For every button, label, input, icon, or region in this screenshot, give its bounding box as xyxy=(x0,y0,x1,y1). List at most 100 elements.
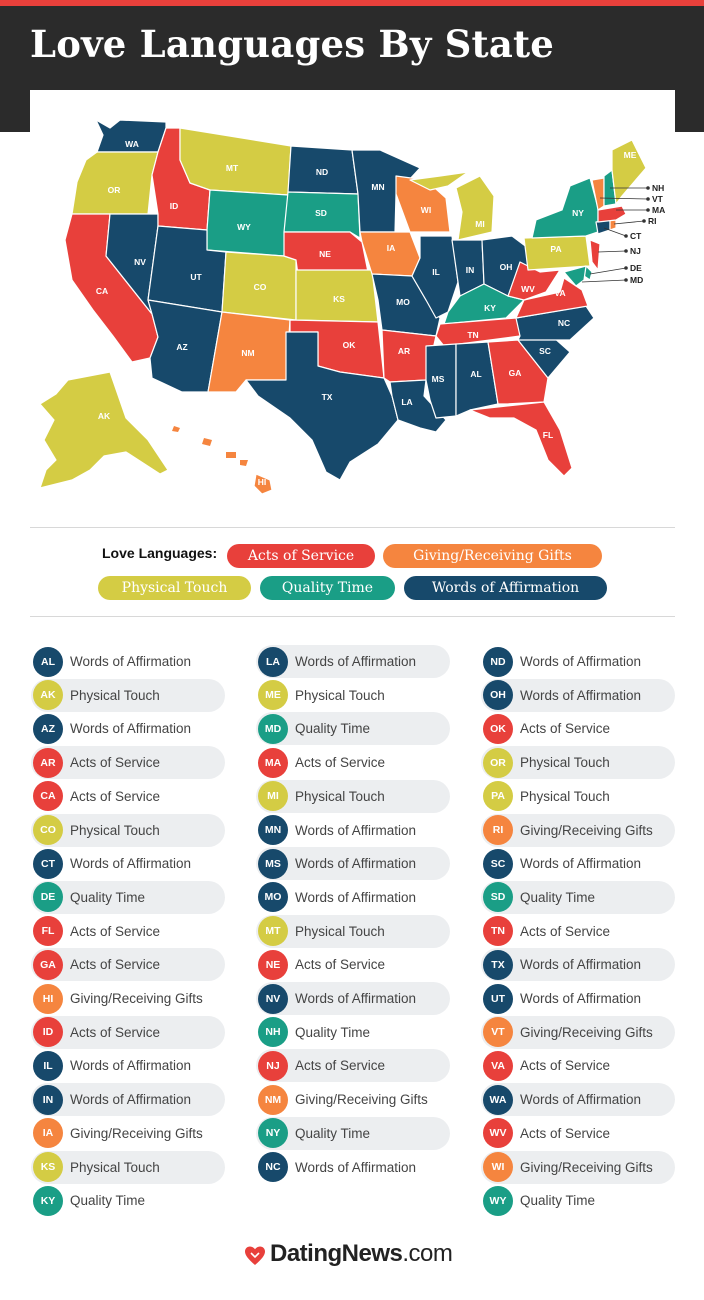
state-badge: ND xyxy=(483,646,513,677)
state-row-ok: OK Acts of Service xyxy=(481,712,675,745)
callout-label-ma: MA xyxy=(652,205,665,215)
state-badge: NJ xyxy=(258,1050,288,1081)
state-language: Physical Touch xyxy=(295,788,385,804)
state-language: Physical Touch xyxy=(295,923,385,939)
state-row-ky: KY Quality Time xyxy=(31,1184,225,1217)
state-badge: DE xyxy=(33,882,63,913)
brand-name: DatingNews.com xyxy=(270,1240,453,1268)
map-label-az: AZ xyxy=(176,342,187,352)
hawaii-island-1 xyxy=(172,426,180,432)
state-badge: PA xyxy=(483,781,513,812)
state-badge: NE xyxy=(258,949,288,980)
state-language: Words of Affirmation xyxy=(295,991,417,1006)
state-row-pa: PA Physical Touch xyxy=(481,780,675,813)
state-language: Acts of Service xyxy=(520,1058,611,1074)
state-row-oh: OH Words of Affirmation xyxy=(481,678,675,712)
map-label-ne: NE xyxy=(319,249,331,259)
state-row-wa: WA Words of Affirmation xyxy=(481,1083,675,1117)
state-row-de: DE Quality Time xyxy=(31,880,225,914)
state-row-me: ME Physical Touch xyxy=(256,679,450,712)
state-language: Acts of Service xyxy=(70,923,161,939)
map-label-oh: OH xyxy=(500,262,513,272)
map-label-ny: NY xyxy=(572,208,584,218)
state-badge: KS xyxy=(33,1152,63,1182)
state-language: Words of Affirmation xyxy=(70,856,192,872)
state-badge: WY xyxy=(483,1185,513,1216)
map-label-nd: ND xyxy=(316,167,328,177)
state-shape-fl xyxy=(469,401,573,477)
callout-label-ct: CT xyxy=(630,231,642,241)
state-language: Words of Affirmation xyxy=(295,889,417,905)
map-label-nm: NM xyxy=(241,348,254,358)
header-accent-bar xyxy=(0,0,704,6)
state-badge: OH xyxy=(483,680,513,711)
map-label-ia: IA xyxy=(387,243,396,253)
hawaii-island-4 xyxy=(240,460,248,466)
state-row-mn: MN Words of Affirmation xyxy=(256,814,450,847)
map-label-ks: KS xyxy=(333,294,345,304)
state-row-in: IN Words of Affirmation xyxy=(31,1083,225,1117)
state-row-ct: CT Words of Affirmation xyxy=(31,847,225,880)
state-badge: LA xyxy=(258,646,288,677)
state-shape-la xyxy=(389,379,447,433)
state-row-ca: CA Acts of Service xyxy=(31,780,225,813)
state-badge: SD xyxy=(483,882,513,913)
state-language: Words of Affirmation xyxy=(70,654,192,669)
state-shape-wv xyxy=(507,261,561,301)
state-shapes xyxy=(39,119,647,495)
state-language: Physical Touch xyxy=(520,788,610,804)
state-row-ma: MA Acts of Service xyxy=(256,746,450,779)
map-label-hi: HI xyxy=(258,477,267,487)
state-shape-ri xyxy=(609,219,617,231)
callout-line-ri xyxy=(613,220,645,225)
map-label-sd: SD xyxy=(315,208,327,218)
state-language: Words of Affirmation xyxy=(295,856,417,872)
state-badge: CO xyxy=(33,815,63,845)
state-language: Words of Affirmation xyxy=(295,654,417,669)
map-label-ky: KY xyxy=(484,303,496,313)
brand-word: DatingNews xyxy=(270,1240,403,1267)
legend-pill-touch: Physical Touch xyxy=(98,576,251,600)
callout-line-vt xyxy=(599,197,649,200)
state-row-al: AL Words of Affirmation xyxy=(31,645,225,678)
map-label-co: CO xyxy=(254,282,267,292)
state-language: Words of Affirmation xyxy=(520,991,642,1006)
callout-line-ct xyxy=(603,227,627,237)
state-language: Acts of Service xyxy=(70,1024,161,1040)
state-row-fl: FL Acts of Service xyxy=(31,915,225,948)
state-row-co: CO Physical Touch xyxy=(31,813,225,847)
state-shape-ma xyxy=(597,205,627,223)
legend-pill-time: Quality Time xyxy=(260,576,395,600)
state-row-mo: MO Words of Affirmation xyxy=(256,881,450,914)
state-row-ks: KS Physical Touch xyxy=(31,1150,225,1184)
state-badge: KY xyxy=(33,1185,63,1216)
map-label-ca: CA xyxy=(96,286,108,296)
state-language: Giving/Receiving Gifts xyxy=(520,822,653,838)
callout-line-nj xyxy=(597,250,627,253)
state-badge: IN xyxy=(33,1084,63,1115)
state-language: Words of Affirmation xyxy=(520,1092,642,1108)
state-row-wi: WI Giving/Receiving Gifts xyxy=(481,1150,675,1184)
state-row-nj: NJ Acts of Service xyxy=(256,1049,450,1083)
state-language: Acts of Service xyxy=(520,923,611,939)
state-badge: CT xyxy=(33,848,63,879)
map-label-il: IL xyxy=(432,267,440,277)
map-label-fl: FL xyxy=(543,430,553,440)
state-language: Physical Touch xyxy=(70,822,160,838)
state-shape-nj xyxy=(589,239,601,271)
state-language: Physical Touch xyxy=(70,1159,160,1175)
state-badge: IL xyxy=(33,1050,63,1081)
map-label-ms: MS xyxy=(432,374,445,384)
state-language: Words of Affirmation xyxy=(295,1159,417,1175)
state-language: Acts of Service xyxy=(70,788,161,804)
state-badge: AZ xyxy=(33,713,63,744)
state-language: Quality Time xyxy=(520,889,596,905)
state-row-tx: TX Words of Affirmation xyxy=(481,948,675,982)
state-badge: AL xyxy=(33,646,63,677)
state-language: Physical Touch xyxy=(295,687,385,703)
state-badge: HI xyxy=(33,983,63,1014)
state-badge: NC xyxy=(258,1152,288,1182)
state-shape-mi xyxy=(455,175,495,241)
callout-dot-nj xyxy=(624,249,628,253)
